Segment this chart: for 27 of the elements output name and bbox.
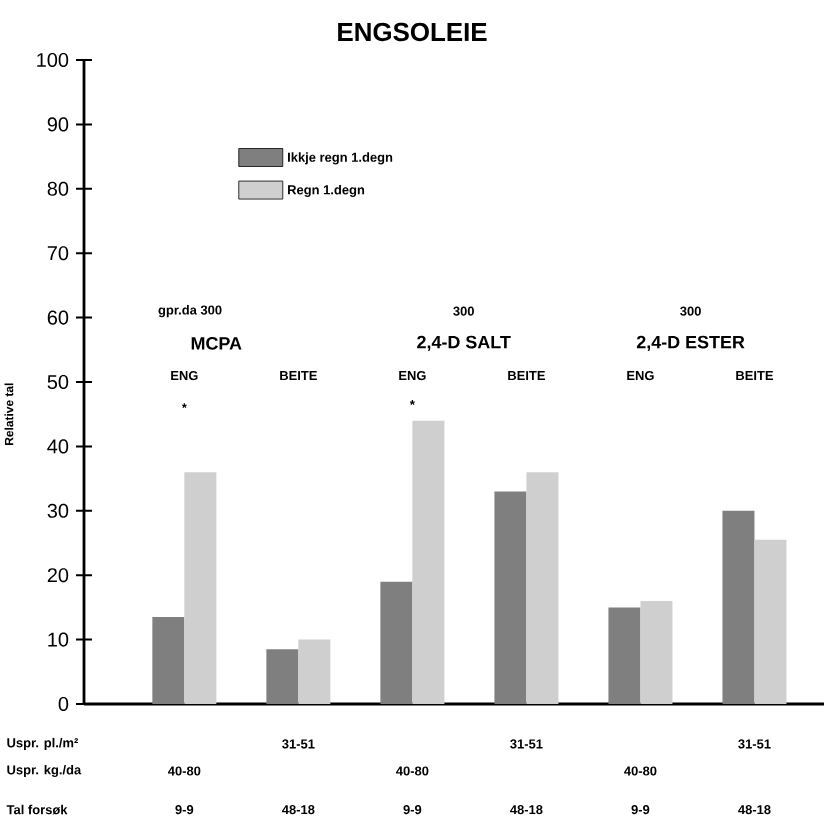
- bar: [494, 491, 527, 704]
- bar: [380, 581, 413, 704]
- annotation: 2,4-D SALT: [417, 335, 511, 352]
- bar: [298, 639, 331, 704]
- chart-title: ENGSOLEIE: [338, 22, 487, 42]
- y-tick-label: 60: [47, 310, 69, 325]
- y-tick-label: 30: [47, 503, 69, 518]
- bar: [526, 472, 559, 704]
- y-tick-label: 40: [47, 439, 69, 454]
- bar: [412, 420, 445, 704]
- bar: [152, 617, 185, 704]
- y-tick-label: 80: [47, 181, 69, 196]
- bar: [640, 600, 673, 704]
- y-tick-label: 70: [47, 246, 69, 261]
- annotation: 2,4-D ESTER: [636, 335, 745, 352]
- y-tick-label: 90: [47, 117, 69, 132]
- y-tick-label: 0: [58, 696, 69, 712]
- bar: [608, 607, 641, 704]
- bar: [722, 510, 755, 704]
- y-tick-label: 100: [37, 52, 69, 68]
- bar: [266, 649, 299, 704]
- y-tick-label: 50: [47, 374, 69, 390]
- annotation: MCPA: [191, 337, 242, 350]
- bar: [184, 472, 217, 704]
- y-tick-label: 10: [48, 632, 69, 647]
- y-tick-label: 20: [47, 568, 69, 583]
- bar: [754, 539, 787, 704]
